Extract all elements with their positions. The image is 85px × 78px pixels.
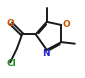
Text: Cl: Cl — [6, 59, 16, 68]
Text: N: N — [42, 49, 50, 58]
Text: O: O — [6, 19, 14, 28]
Text: O: O — [62, 20, 70, 29]
